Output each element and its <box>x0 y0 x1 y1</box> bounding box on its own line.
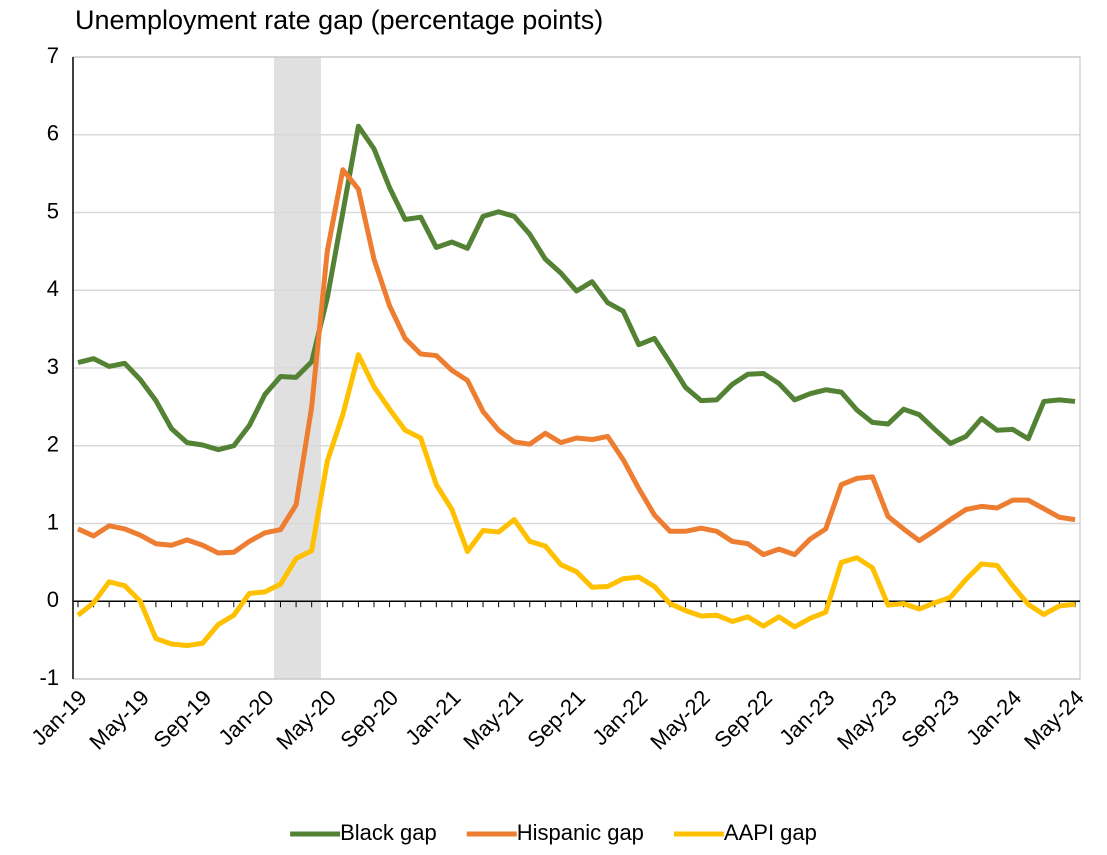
x-tick-label: Jan-19 <box>26 685 91 750</box>
x-tick-label: Sep-20 <box>335 685 403 753</box>
series-line <box>77 123 1076 453</box>
x-tick-label: May-20 <box>271 685 341 755</box>
x-tick-label: Sep-22 <box>709 685 777 753</box>
x-tick-label: Jan-21 <box>400 685 465 750</box>
y-tick-label: 3 <box>47 354 59 379</box>
x-tick-label: Jan-24 <box>961 685 1026 750</box>
series-line <box>76 167 1076 558</box>
x-tick-label: May-24 <box>1019 685 1089 755</box>
series-line <box>76 352 1076 649</box>
x-tick-label: May-21 <box>458 685 528 755</box>
x-tick-label: Jan-20 <box>213 685 278 750</box>
x-tick-label: Jan-22 <box>587 685 652 750</box>
chart-title: Unemployment rate gap (percentage points… <box>75 5 603 35</box>
legend-label: Hispanic gap <box>517 820 644 845</box>
x-tick-label: Sep-23 <box>896 685 964 753</box>
y-tick-label: 1 <box>47 509 59 534</box>
y-tick-label: 2 <box>47 432 59 457</box>
x-tick-label: Sep-19 <box>148 685 216 753</box>
legend-label: Black gap <box>340 820 437 845</box>
x-tick-label: Sep-21 <box>522 685 590 753</box>
x-tick-label: May-23 <box>832 685 902 755</box>
x-tick-label: May-22 <box>645 685 715 755</box>
legend-label: AAPI gap <box>724 820 817 845</box>
y-tick-label: 4 <box>47 276 59 301</box>
y-tick-label: 0 <box>47 587 59 612</box>
x-tick-label: May-19 <box>84 685 154 755</box>
y-tick-label: 7 <box>47 43 59 68</box>
y-tick-label: 5 <box>47 198 59 223</box>
y-tick-label: -1 <box>39 665 59 690</box>
y-tick-label: 6 <box>47 121 59 146</box>
x-tick-label: Jan-23 <box>774 685 839 750</box>
